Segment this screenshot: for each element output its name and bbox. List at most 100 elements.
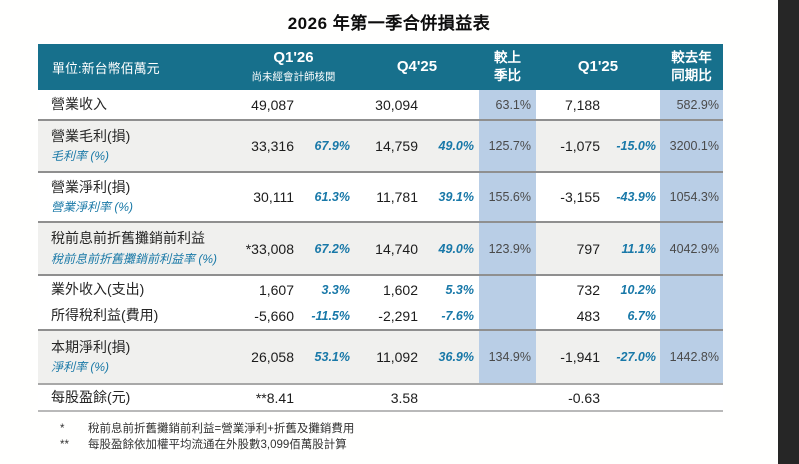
q126-margin: 53.1% — [314, 350, 350, 364]
q125-margin: 10.2% — [620, 282, 656, 297]
table-row-income-tax: 所得稅利益(費用) -5,660 -11.5% -2,291 -7.6% 483… — [38, 303, 723, 331]
row-sublabel: 稅前息前折舊攤銷前利益率 (%) — [51, 251, 217, 266]
q125-margin: -43.9% — [616, 190, 656, 204]
table-header-row: 單位:新台幣佰萬元 Q1'26 尚未經會計師核閱 Q4'25 較上 季比 Q1'… — [38, 44, 723, 90]
q425-value: 3.58 — [390, 389, 418, 406]
column-header-q425: Q4'25 — [355, 44, 479, 90]
yoy-change — [660, 303, 723, 329]
row-label-cell: 每股盈餘(元) — [38, 385, 232, 410]
footnote-text: 稅前息前折舊攤銷前利益=營業淨利+折舊及攤銷費用 — [88, 423, 355, 435]
q425-margin: 39.1% — [438, 190, 474, 204]
row-label: 所得稅利益(費用) — [51, 307, 159, 324]
footnote-eps-basis: ** 每股盈餘依加權平均流通在外股數3,099佰萬股計算 — [38, 437, 723, 453]
qoq-change — [479, 385, 536, 410]
q425-value: 14,759 — [375, 138, 418, 154]
yoy-change: 1442.8% — [660, 331, 723, 383]
q126-value: 26,058 — [251, 349, 294, 365]
row-label: 營業毛利(損) — [51, 127, 131, 144]
table-row-eps: 每股盈餘(元) **8.41 3.58 -0.63 — [38, 385, 723, 412]
unit-label: 單位:新台幣佰萬元 — [52, 60, 160, 76]
qoq-change: 123.9% — [479, 223, 536, 274]
footnote-marker: ** — [60, 439, 69, 451]
q126-value: 33,316 — [251, 138, 294, 154]
yoy-change: 3200.1% — [660, 121, 723, 171]
q126-value: **8.41 — [255, 389, 294, 406]
q126-value: 1,607 — [258, 281, 294, 298]
row-label-cell: 稅前息前折舊攤銷前利益 稅前息前折舊攤銷前利益率 (%) — [38, 223, 232, 274]
q126-value: 30,111 — [253, 189, 294, 205]
q125-margin — [604, 90, 660, 119]
yoy-change — [660, 385, 723, 410]
q125-margin — [604, 385, 660, 410]
table-row-non-operating: 業外收入(支出) 1,607 3.3% 1,602 5.3% 732 10.2% — [38, 276, 723, 303]
table-row-gross-profit: 營業毛利(損) 毛利率 (%) 33,316 67.9% 14,759 49.0… — [38, 121, 723, 173]
q425-margin: -7.6% — [441, 309, 474, 323]
q125-value: 797 — [576, 240, 600, 257]
screen-edge-bar — [778, 0, 799, 464]
q126-margin — [298, 385, 355, 410]
footnote-text: 每股盈餘依加權平均流通在外股數3,099佰萬股計算 — [88, 439, 347, 451]
q125-label: Q1'25 — [577, 57, 619, 75]
q126-margin: -11.5% — [311, 309, 350, 323]
page-title: 2026 年第一季合併損益表 — [287, 14, 491, 33]
table-row-ebitda: 稅前息前折舊攤銷前利益 稅前息前折舊攤銷前利益率 (%) *33,008 67.… — [38, 223, 723, 276]
row-label-cell: 營業淨利(損) 營業淨利率 (%) — [38, 173, 232, 221]
row-label: 每股盈餘(元) — [51, 388, 131, 405]
table-row-revenue: 營業收入 49,087 30,094 63.1% 7,188 582.9% — [38, 90, 723, 121]
row-label: 營業收入 — [51, 95, 107, 112]
row-sublabel: 淨利率 (%) — [51, 360, 109, 375]
unit-label-cell: 單位:新台幣佰萬元 — [38, 44, 232, 90]
row-label-cell: 營業收入 — [38, 90, 232, 119]
qoq-label-line2: 季比 — [494, 68, 521, 83]
q125-margin: 11.1% — [621, 241, 656, 256]
row-label: 營業淨利(損) — [51, 178, 131, 195]
row-label: 稅前息前折舊攤銷前利益 — [51, 230, 205, 247]
q425-margin: 49.0% — [438, 139, 474, 153]
q126-margin: 61.3% — [314, 190, 350, 204]
q126-margin: 67.9% — [314, 139, 350, 153]
q125-margin: 6.7% — [627, 309, 657, 323]
row-label-cell: 所得稅利益(費用) — [38, 303, 232, 329]
table-row-operating-income: 營業淨利(損) 營業淨利率 (%) 30,111 61.3% 11,781 39… — [38, 173, 723, 223]
yoy-label-line2: 同期比 — [671, 68, 712, 83]
q425-value: 14,740 — [375, 240, 418, 257]
q125-value: -1,941 — [560, 349, 600, 365]
yoy-change: 4042.9% — [660, 223, 723, 274]
q425-value: 1,602 — [382, 281, 418, 298]
footnotes: * 稅前息前折舊攤銷前利益=營業淨利+折舊及攤銷費用 ** 每股盈餘依加權平均流… — [38, 421, 723, 453]
q425-margin: 36.9% — [438, 350, 474, 364]
q125-margin: -27.0% — [616, 350, 656, 364]
yoy-label-line1: 較去年 — [671, 50, 712, 66]
table-row-net-income: 本期淨利(損) 淨利率 (%) 26,058 53.1% 11,092 36.9… — [38, 331, 723, 385]
column-header-q126: Q1'26 尚未經會計師核閱 — [232, 44, 355, 90]
column-header-q125: Q1'25 — [536, 44, 660, 90]
q125-value: 732 — [576, 281, 600, 298]
q126-note: 尚未經會計師核閱 — [251, 70, 336, 83]
qoq-change — [479, 276, 536, 303]
q125-value: -1,075 — [560, 138, 600, 154]
row-label: 業外收入(支出) — [51, 280, 145, 297]
q126-margin: 3.3% — [321, 282, 351, 297]
q125-value: 483 — [576, 308, 600, 324]
q125-value: 7,188 — [564, 96, 600, 113]
q425-margin: 5.3% — [445, 282, 475, 297]
yoy-change: 582.9% — [660, 90, 723, 119]
column-header-qoq: 較上 季比 — [479, 44, 536, 90]
q125-margin: -15.0% — [616, 139, 656, 153]
q425-margin — [422, 385, 479, 410]
footnote-marker: * — [60, 423, 65, 435]
q425-label: Q4'25 — [396, 57, 438, 75]
row-label-cell: 本期淨利(損) 淨利率 (%) — [38, 331, 232, 383]
q125-value: -3,155 — [560, 189, 600, 205]
yoy-change: 1054.3% — [660, 173, 723, 221]
qoq-change: 63.1% — [479, 90, 536, 119]
qoq-change: 134.9% — [479, 331, 536, 383]
column-header-yoy: 較去年 同期比 — [660, 44, 723, 90]
yoy-change — [660, 276, 723, 303]
q126-value: 49,087 — [251, 96, 294, 113]
q126-label: Q1'26 — [273, 49, 314, 67]
q425-margin: 49.0% — [438, 241, 474, 256]
q425-margin — [422, 90, 479, 119]
row-label-cell: 營業毛利(損) 毛利率 (%) — [38, 121, 232, 171]
footnote-ebitda-definition: * 稅前息前折舊攤銷前利益=營業淨利+折舊及攤銷費用 — [38, 421, 723, 437]
